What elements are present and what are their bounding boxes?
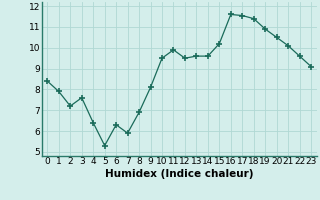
X-axis label: Humidex (Indice chaleur): Humidex (Indice chaleur): [105, 169, 253, 179]
